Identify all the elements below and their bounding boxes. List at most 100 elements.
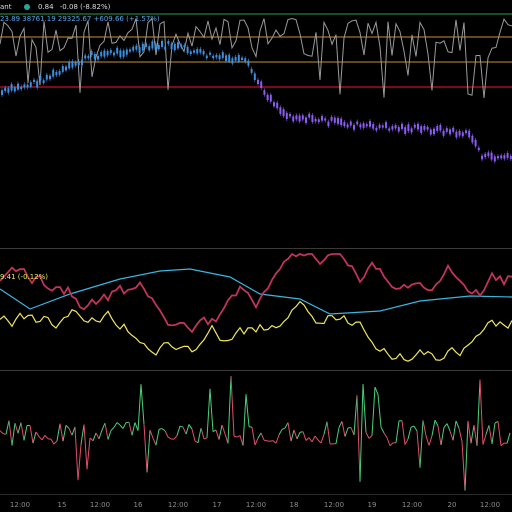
histogram-segment [269,440,274,442]
histogram-segment [0,430,4,434]
time-axis-label: 12:00 [246,501,266,509]
candle [39,75,42,81]
histogram-segment [320,434,325,444]
histogram-segment [71,426,76,436]
histogram-segment [68,428,73,436]
histogram-segment [491,422,496,444]
histogram-segment [98,429,103,440]
histogram-segment [218,424,223,440]
candle [394,125,397,129]
histogram-segment [206,388,211,438]
candle [93,53,96,60]
histogram-chart[interactable] [0,371,512,494]
candle [410,128,413,133]
histogram-segment [53,440,58,445]
histogram-segment [167,436,172,440]
histogram-segment [107,430,112,440]
histogram-segment [308,437,313,443]
histogram-segment [119,424,124,429]
candle [436,126,439,131]
candle [391,126,394,130]
histogram-pane[interactable] [0,371,512,494]
candle [196,48,199,54]
time-axis[interactable]: 12:00 15 12:00 16 12:00 17 12:00 18 12:00 19 12:00… [0,494,512,512]
price-chart[interactable] [0,0,512,248]
time-axis-label: 20 [448,501,457,509]
candle [397,127,400,132]
histogram-segment [290,429,295,442]
candle [1,90,3,96]
histogram-segment [131,422,136,436]
pane-separator-1[interactable] [0,248,512,249]
candle [148,46,151,51]
candle [452,127,455,132]
histogram-segment [488,425,493,444]
histogram-segment [275,434,280,444]
candle [289,114,291,117]
histogram-segment [446,423,451,432]
histogram-segment [242,394,247,446]
indicator-legend: 9.41 (-0.12%) [0,273,49,281]
candle [340,118,343,126]
candle [423,125,426,130]
candle [481,155,483,160]
histogram-segment [182,426,187,435]
price-pane[interactable]: ant 0.84 -0.08 (-8.82%) 23.89 38761.19 2… [0,0,512,248]
candle [333,117,336,123]
legend-change: -0.08 (-8.82%) [59,3,111,11]
candle [292,116,295,122]
histogram-segment [281,427,286,430]
histogram-segment [443,423,448,428]
legend-value: 0.84 [37,3,54,11]
candle [33,79,35,82]
histogram-segment [20,422,25,441]
histogram-segment [305,437,310,441]
candle [321,116,323,121]
candle [317,119,320,123]
candle [468,130,471,138]
histogram-segment [110,426,115,431]
candle [461,132,464,137]
candle [49,75,51,80]
candle [10,84,13,91]
candle [404,127,407,134]
candle [359,124,362,128]
histogram-segment [5,420,10,435]
candle [154,43,157,50]
candle [129,49,131,52]
candle [106,51,109,56]
candle [477,147,480,151]
candle [81,59,83,65]
candle [225,55,227,62]
histogram-segment [377,394,382,428]
candle [215,54,218,58]
histogram-segment [401,420,406,445]
candle [365,124,368,127]
candle [439,124,442,131]
candle [337,118,339,124]
histogram-segment [455,420,460,429]
candle [58,71,61,75]
candle [372,123,375,129]
candle [97,55,99,60]
candle [257,79,259,84]
candle [84,55,87,59]
candle [356,121,359,125]
histogram-segment [260,432,265,441]
histogram-segment [338,421,343,428]
candle [234,56,237,61]
indicator-chart[interactable] [0,249,512,370]
candle [305,117,307,123]
histogram-segment [203,437,208,440]
histogram-segment [467,420,472,444]
pane-separator-2[interactable] [0,370,512,371]
histogram-segment [506,432,511,444]
candle [324,118,327,121]
histogram-segment [437,425,442,446]
indicator-pane[interactable]: 9.41 (-0.12%) [0,249,512,370]
histogram-segment [56,423,61,441]
candle [369,120,371,127]
histogram-segment [35,431,40,437]
histogram-segment [314,435,319,441]
